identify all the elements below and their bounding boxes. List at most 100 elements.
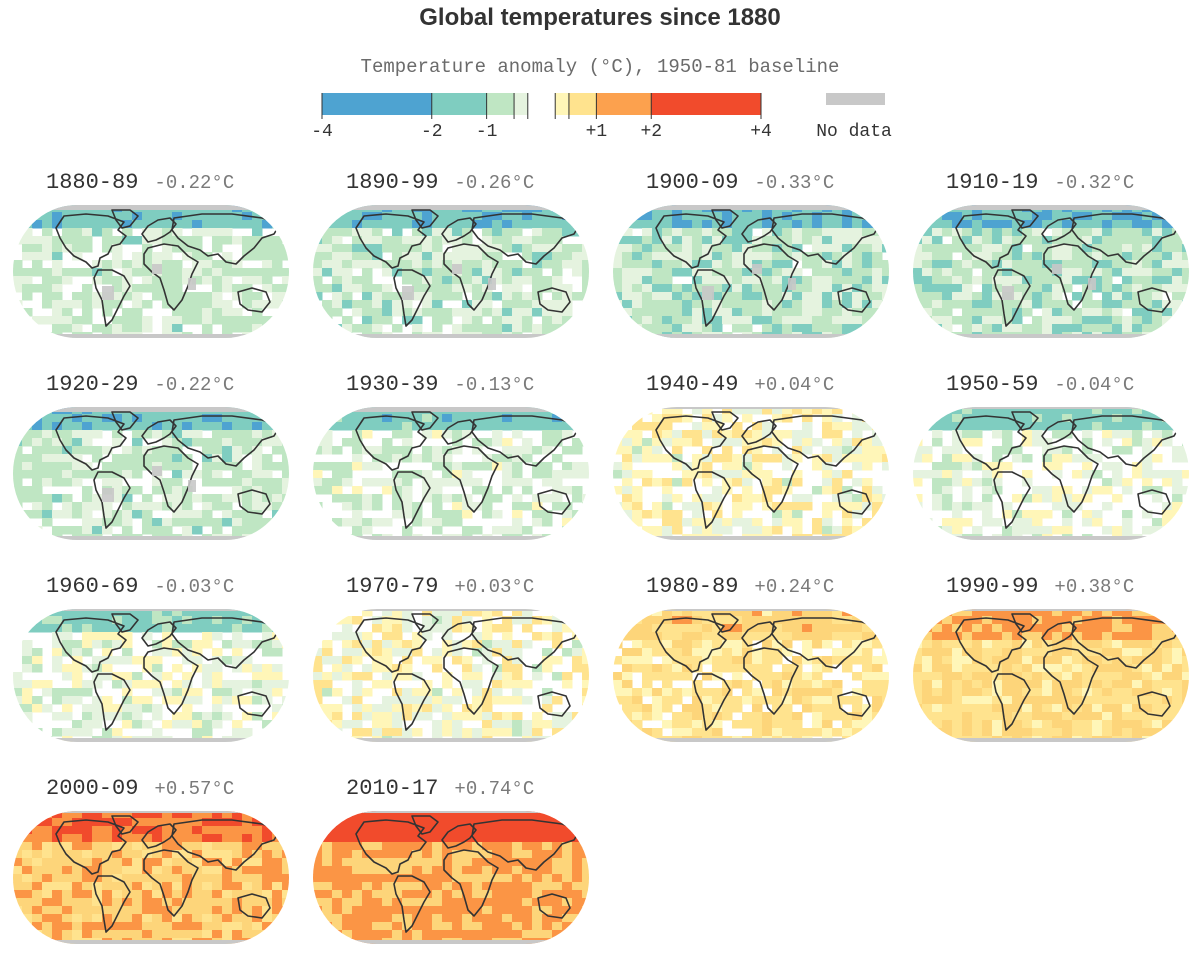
anomaly-cell	[172, 292, 183, 301]
anomaly-cell	[512, 640, 523, 649]
anomaly-cell	[172, 486, 183, 495]
anomaly-cell	[282, 704, 293, 713]
anomaly-cell	[322, 308, 333, 317]
anomaly-cell	[202, 308, 213, 317]
anomaly-cell	[42, 688, 53, 697]
anomaly-cell	[582, 204, 593, 213]
anomaly-cell	[122, 260, 133, 269]
anomaly-cell	[642, 534, 653, 542]
anomaly-cell	[282, 736, 293, 744]
anomaly-cell	[722, 454, 733, 463]
anomaly-cell	[812, 696, 823, 705]
anomaly-cell	[872, 664, 883, 673]
anomaly-cell	[662, 486, 673, 495]
anomaly-cell	[882, 720, 893, 729]
anomaly-cell	[372, 664, 383, 673]
anomaly-cell	[82, 228, 93, 237]
anomaly-cell	[22, 834, 33, 843]
anomaly-cell	[1062, 664, 1073, 673]
anomaly-cell	[1162, 276, 1173, 285]
anomaly-cell	[722, 228, 733, 237]
anomaly-cell	[502, 244, 513, 253]
anomaly-cell	[432, 486, 443, 495]
anomaly-cell	[42, 292, 53, 301]
anomaly-cell	[962, 728, 973, 737]
anomaly-cell	[462, 664, 473, 673]
anomaly-cell	[682, 518, 693, 527]
anomaly-cell	[202, 502, 213, 511]
anomaly-cell	[582, 664, 593, 673]
anomaly-cell	[82, 236, 93, 245]
anomaly-cell	[42, 220, 53, 229]
anomaly-cell	[622, 510, 633, 519]
anomaly-cell	[852, 608, 863, 617]
anomaly-cell	[232, 470, 243, 479]
anomaly-cell	[352, 502, 363, 511]
anomaly-cell	[152, 228, 163, 237]
anomaly-cell	[1092, 720, 1103, 729]
anomaly-cell	[282, 438, 293, 447]
anomaly-cell	[962, 680, 973, 689]
decade-label: 1880-89	[46, 170, 138, 195]
anomaly-cell	[982, 276, 993, 285]
anomaly-cell	[272, 462, 283, 471]
anomaly-cell	[512, 478, 523, 487]
anomaly-cell	[282, 422, 293, 431]
anomaly-cell	[1022, 300, 1033, 309]
anomaly-cell	[42, 414, 53, 423]
anomaly-cell	[1172, 648, 1183, 657]
anomaly-cell	[1182, 664, 1193, 673]
anomaly-cell	[322, 406, 333, 415]
anomaly-cell	[22, 284, 33, 293]
anomaly-cell	[632, 316, 643, 325]
anomaly-cell	[1182, 438, 1193, 447]
anomaly-cell	[772, 696, 783, 705]
anomaly-cell	[512, 316, 523, 325]
anomaly-cell	[632, 292, 643, 301]
anomaly-cell	[992, 308, 1003, 317]
anomaly-cell	[972, 664, 983, 673]
anomaly-cell	[622, 680, 633, 689]
panel-label: 1900-09-0.33°C	[646, 170, 834, 195]
anomaly-cell	[342, 406, 353, 415]
anomaly-cell	[1182, 640, 1193, 649]
anomaly-cell	[632, 260, 643, 269]
decade-label: 1970-79	[346, 574, 438, 599]
anomaly-cell	[1122, 510, 1133, 519]
anomaly-cell	[562, 324, 573, 333]
anomaly-cell	[1062, 220, 1073, 229]
anomaly-cell	[692, 438, 703, 447]
anomaly-cell	[922, 276, 933, 285]
anomaly-cell	[282, 494, 293, 503]
anomaly-cell	[82, 648, 93, 657]
anomaly-cell	[32, 284, 43, 293]
anomaly-cell	[922, 260, 933, 269]
anomaly-cell	[1102, 672, 1113, 681]
world-map	[612, 608, 902, 744]
anomaly-cell	[1102, 276, 1113, 285]
anomaly-cell	[992, 616, 1003, 625]
anomaly-label: -0.33°C	[754, 172, 834, 194]
anomaly-cell	[812, 624, 823, 633]
anomaly-cell	[852, 478, 863, 487]
anomaly-cell	[682, 414, 693, 423]
anomaly-cell	[492, 712, 503, 721]
anomaly-label: -0.13°C	[454, 374, 534, 396]
anomaly-cell	[882, 292, 893, 301]
anomaly-cell	[1162, 648, 1173, 657]
anomaly-cell	[642, 704, 653, 713]
anomaly-cell	[1142, 736, 1153, 744]
anomaly-cell	[172, 268, 183, 277]
anomaly-cell	[22, 664, 33, 673]
anomaly-cell	[872, 526, 883, 535]
anomaly-cell	[1142, 332, 1153, 340]
anomaly-cell	[1112, 470, 1123, 479]
anomaly-cell	[1092, 680, 1103, 689]
anomaly-cell	[562, 518, 573, 527]
anomaly-cell	[1002, 276, 1013, 285]
anomaly-cell	[502, 712, 513, 721]
anomaly-cell	[12, 810, 23, 819]
map-panel: 1960-69-0.03°C	[12, 574, 302, 764]
anomaly-cell	[752, 728, 763, 737]
anomaly-cell	[72, 826, 83, 835]
